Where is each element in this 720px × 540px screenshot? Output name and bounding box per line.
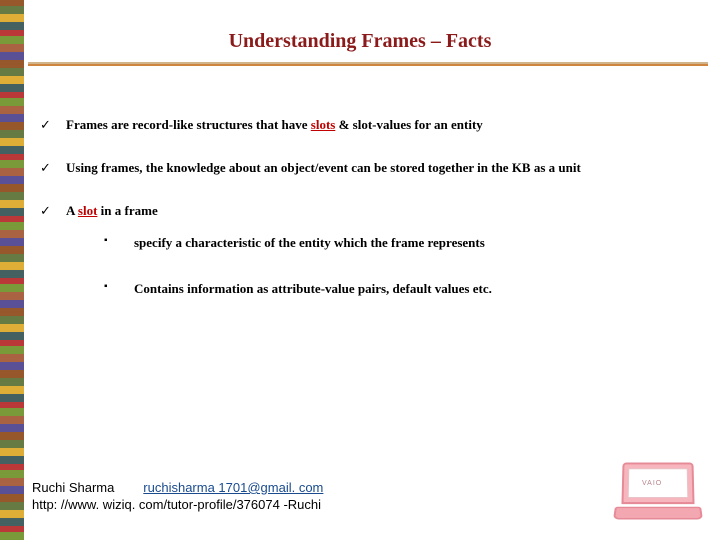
author-email-link[interactable]: ruchisharma 1701@gmail. com (143, 480, 323, 495)
bullet-text: Using frames, the knowledge about an obj… (66, 158, 692, 179)
bullet-item: ✓ Frames are record-like structures that… (40, 115, 692, 136)
content-area: ✓ Frames are record-like structures that… (40, 115, 692, 324)
text-run: in a frame (97, 203, 157, 218)
decorative-left-strip (0, 0, 24, 540)
sub-bullet-text: specify a characteristic of the entity w… (134, 233, 692, 253)
text-run: A (66, 203, 78, 218)
bullet-text: Frames are record-like structures that h… (66, 115, 692, 136)
bullet-text: A slot in a frame (66, 201, 692, 222)
check-icon: ✓ (40, 158, 66, 179)
author-url: http: //www. wiziq. com/tutor-profile/37… (32, 497, 321, 512)
check-icon: ✓ (40, 115, 66, 136)
check-icon: ✓ (40, 201, 66, 222)
emphasis-slots: slots (311, 117, 336, 132)
emphasis-slot: slot (78, 203, 98, 218)
laptop-base (613, 507, 703, 520)
bullet-item: ✓ A slot in a frame (40, 201, 692, 222)
sub-bullet-item: ▪ specify a characteristic of the entity… (104, 233, 692, 253)
bullet-item: ✓ Using frames, the knowledge about an o… (40, 158, 692, 179)
sub-bullet-text: Contains information as attribute-value … (134, 279, 692, 299)
slide-title: Understanding Frames – Facts (0, 30, 720, 53)
square-icon: ▪ (104, 279, 134, 294)
sub-bullet-list: ▪ specify a characteristic of the entity… (104, 233, 692, 298)
footer: Ruchi Sharma ruchisharma 1701@gmail. com… (32, 479, 323, 514)
author-name: Ruchi Sharma (32, 480, 114, 495)
title-underline (28, 62, 708, 66)
text-run: & slot-values for an entity (335, 117, 482, 132)
laptop-brand: VAIO (642, 480, 662, 487)
laptop-icon: VAIO (614, 462, 702, 522)
text-run: Frames are record-like structures that h… (66, 117, 311, 132)
sub-bullet-item: ▪ Contains information as attribute-valu… (104, 279, 692, 299)
square-icon: ▪ (104, 233, 134, 248)
